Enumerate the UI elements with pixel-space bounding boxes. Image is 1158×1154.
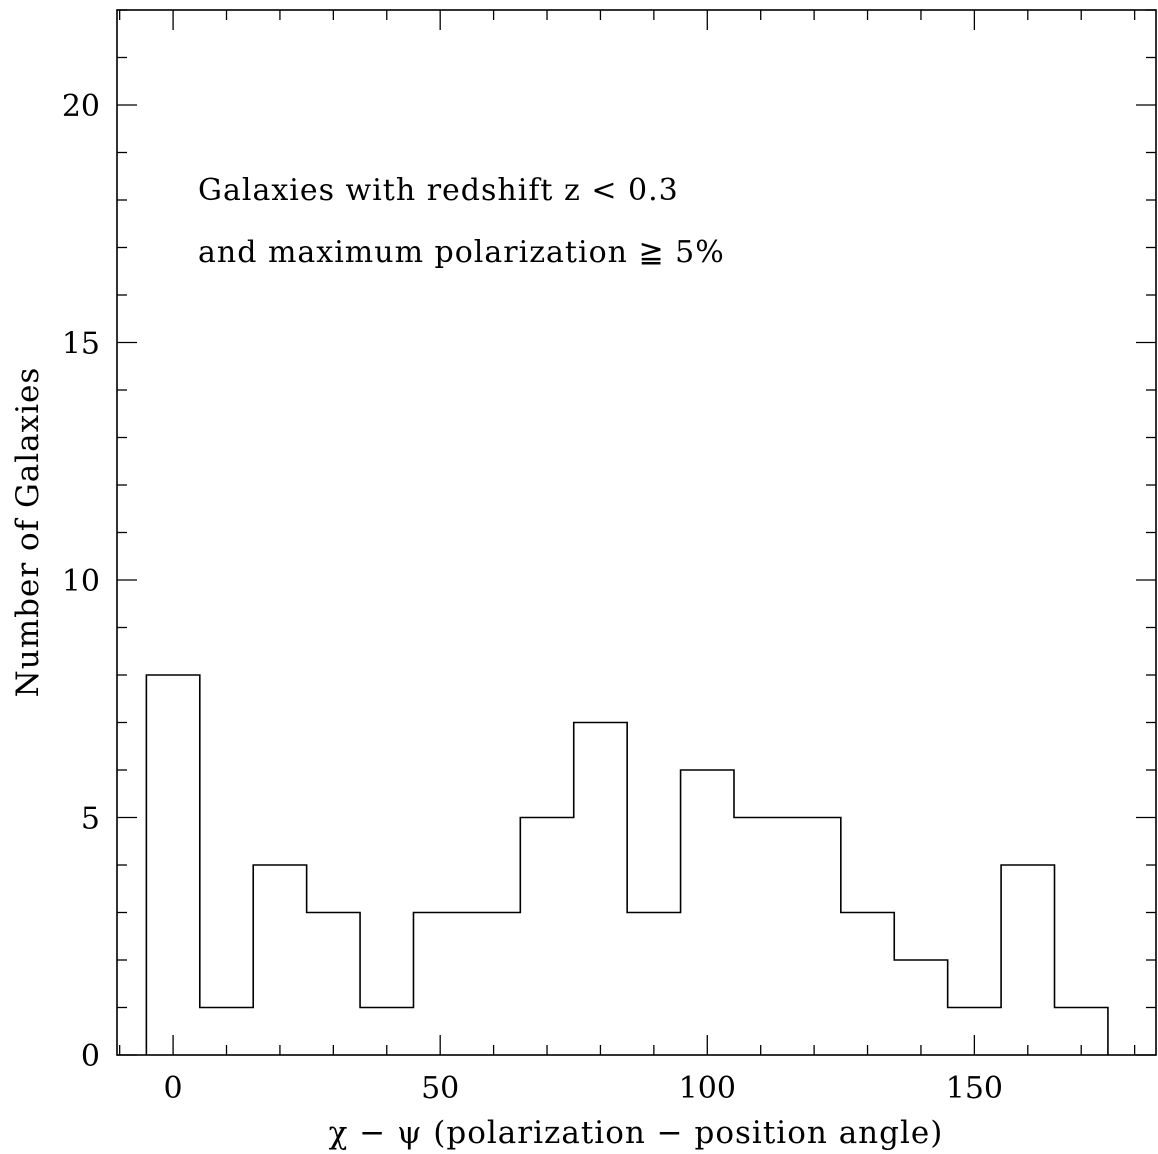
histogram-bar bbox=[307, 913, 360, 1056]
annotation-line-2: and maximum polarization ≧ 5% bbox=[198, 235, 725, 270]
y-tick-label: 15 bbox=[62, 327, 100, 362]
x-tick-label: 50 bbox=[421, 1071, 459, 1106]
plot-frame bbox=[117, 10, 1156, 1055]
y-tick-label: 20 bbox=[62, 89, 100, 124]
histogram-bar bbox=[894, 960, 947, 1055]
histogram-bar bbox=[253, 865, 306, 1055]
y-tick-label: 0 bbox=[81, 1039, 100, 1074]
histogram-bar bbox=[1001, 865, 1054, 1055]
histogram-bar bbox=[413, 913, 466, 1056]
histogram-bar bbox=[520, 818, 573, 1056]
x-tick-label: 0 bbox=[164, 1071, 183, 1106]
axis-ticks bbox=[117, 10, 1156, 1055]
histogram-bar bbox=[787, 818, 840, 1056]
histogram-bar bbox=[734, 818, 787, 1056]
y-tick-label: 10 bbox=[62, 564, 100, 599]
histogram-bar bbox=[574, 723, 627, 1056]
histogram-bar bbox=[627, 913, 680, 1056]
x-tick-label: 150 bbox=[946, 1071, 1003, 1106]
y-tick-label: 5 bbox=[81, 802, 100, 837]
x-axis-label: χ − ψ (polarization − position angle) bbox=[329, 1115, 944, 1151]
histogram-outline bbox=[146, 675, 1108, 1055]
x-tick-label: 100 bbox=[679, 1071, 736, 1106]
annotation-line-1: Galaxies with redshift z < 0.3 bbox=[198, 173, 679, 208]
y-axis-label: Number of Galaxies bbox=[10, 367, 46, 698]
histogram-bar bbox=[841, 913, 894, 1056]
histogram-bar bbox=[146, 675, 199, 1055]
histogram-bar bbox=[681, 770, 734, 1055]
histogram-bar bbox=[467, 913, 520, 1056]
